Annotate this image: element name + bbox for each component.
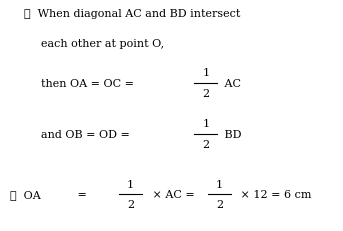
Text: BD: BD: [221, 129, 242, 139]
Text: × 12 = 6 cm: × 12 = 6 cm: [237, 189, 311, 199]
Text: each other at point O,: each other at point O,: [41, 39, 164, 49]
Text: × AC =: × AC =: [149, 189, 199, 199]
Text: 2: 2: [202, 139, 209, 149]
Text: ∴  When diagonal AC and BD intersect: ∴ When diagonal AC and BD intersect: [24, 9, 240, 19]
Text: =: =: [74, 189, 90, 199]
Text: 1: 1: [202, 119, 209, 129]
Text: 1: 1: [127, 179, 134, 189]
Text: and OB = OD =: and OB = OD =: [41, 129, 133, 139]
Text: 1: 1: [216, 179, 223, 189]
Text: 2: 2: [216, 199, 223, 209]
Text: 2: 2: [202, 88, 209, 98]
Text: ∴  OA: ∴ OA: [10, 189, 41, 199]
Text: then OA = OC =: then OA = OC =: [41, 78, 138, 88]
Text: 2: 2: [127, 199, 134, 209]
Text: 1: 1: [202, 68, 209, 78]
Text: AC: AC: [221, 78, 241, 88]
